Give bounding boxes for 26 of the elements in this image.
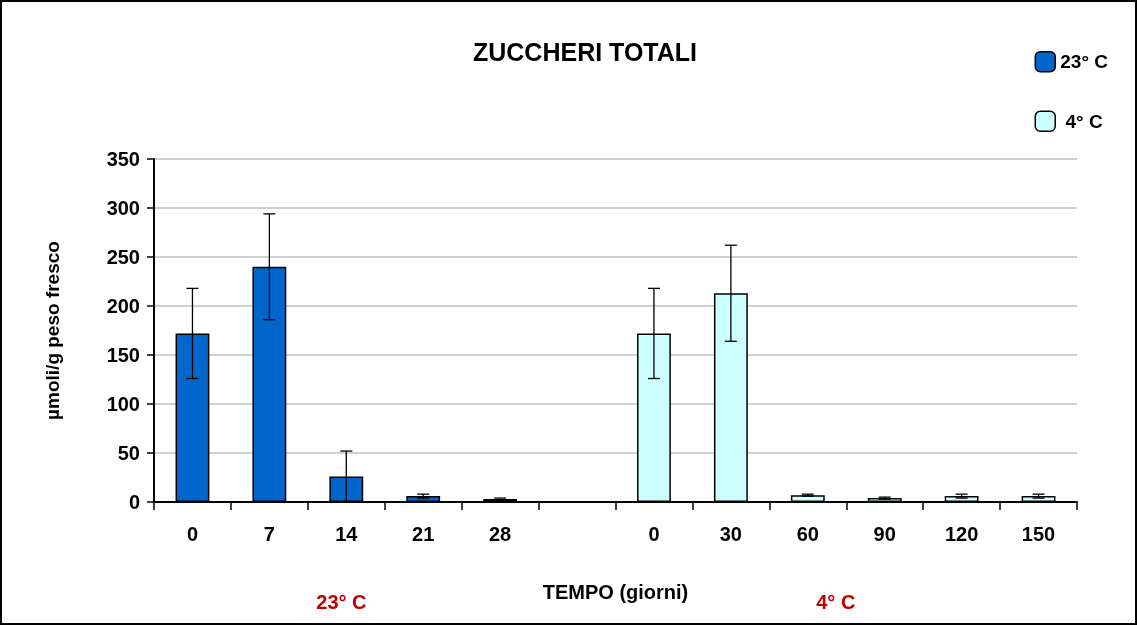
text: 4° C — [816, 591, 856, 613]
y-tick-label: 100 — [106, 393, 140, 415]
x-tick-label: 90 — [873, 523, 896, 545]
x-tick-label: 120 — [944, 523, 979, 545]
x-axis-title: TEMPO (giorni) — [542, 581, 689, 603]
x-tick-label: 28 — [489, 523, 512, 545]
legend-label: 4° C — [1060, 110, 1103, 132]
x-tick-label: 7 — [263, 523, 275, 545]
x-tick-label: 0 — [648, 523, 660, 545]
x-tick-label: 150 — [1021, 523, 1056, 545]
x-tick-label: 21 — [412, 523, 435, 545]
y-tick-label: 300 — [106, 197, 140, 219]
y-axis-title: µmoli/g peso fresco — [42, 241, 63, 420]
x-tick-label: 60 — [796, 523, 819, 545]
x-tick-label: 14 — [335, 523, 359, 545]
x-tick-label: 0 — [186, 523, 199, 545]
y-tick-label: 0 — [128, 491, 140, 513]
y-tick-label: 250 — [106, 246, 140, 268]
y-tick-label: 150 — [106, 344, 140, 366]
legend-label: 23° C — [1060, 51, 1109, 73]
chart-title: ZUCCHERI TOTALI — [472, 37, 698, 66]
y-tick-label: 50 — [117, 442, 140, 464]
text: 23° C — [316, 591, 367, 613]
y-tick-label: 200 — [106, 295, 140, 317]
y-tick-label: 350 — [106, 148, 140, 170]
x-tick-label: 30 — [719, 523, 742, 545]
